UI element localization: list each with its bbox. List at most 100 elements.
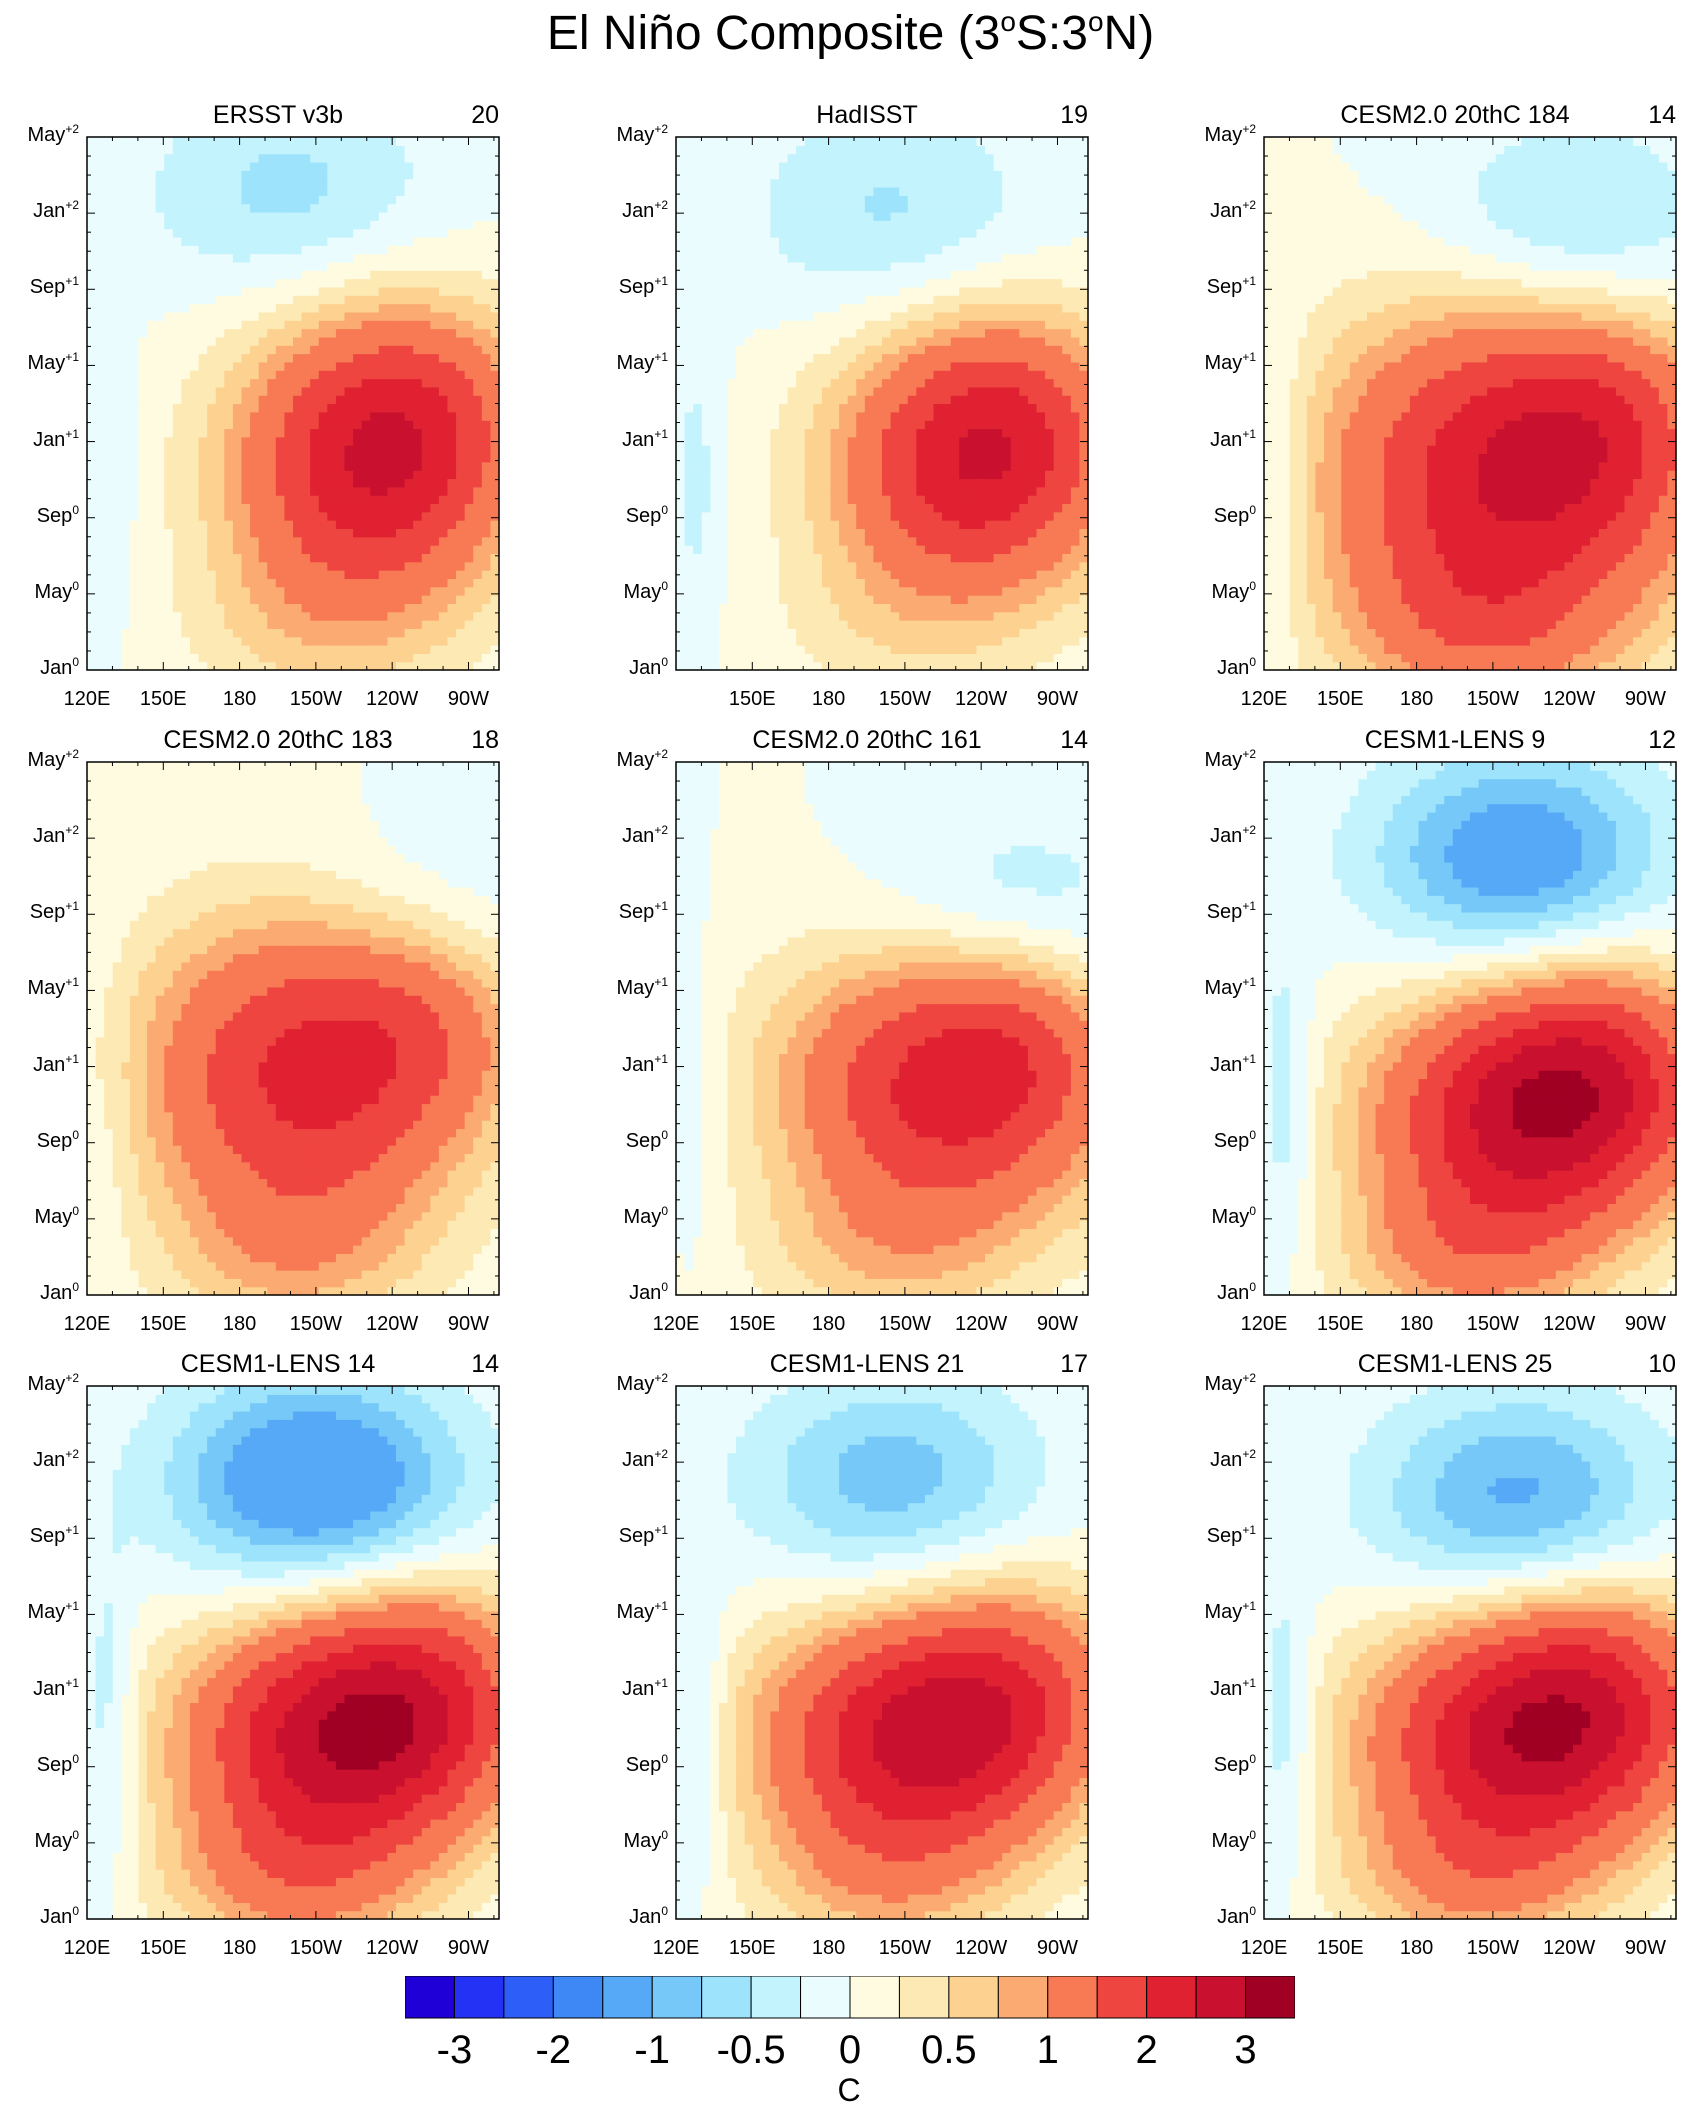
heatmap-cell <box>413 570 423 579</box>
heatmap-cell <box>464 145 474 155</box>
heatmap-cell <box>701 403 711 413</box>
heatmap-cell <box>753 520 763 530</box>
heatmap-cell <box>387 586 397 596</box>
heatmap-cell <box>121 495 131 505</box>
heatmap-cell <box>241 311 251 321</box>
heatmap-cell <box>138 236 148 246</box>
heatmap-cell <box>693 228 703 238</box>
heatmap-cell <box>710 153 720 163</box>
heatmap-cell <box>112 536 122 546</box>
heatmap-cell <box>147 536 157 546</box>
heatmap-cell <box>335 603 346 613</box>
heatmap-cell <box>693 528 703 538</box>
heatmap-cell <box>190 528 200 538</box>
heatmap-cell <box>464 620 474 629</box>
heatmap-cell <box>95 536 105 546</box>
heatmap-cell <box>701 461 711 471</box>
heatmap-cell <box>770 370 780 380</box>
heatmap-cell <box>301 436 311 446</box>
heatmap-cell <box>481 478 492 488</box>
heatmap-cell <box>787 428 797 438</box>
heatmap-cell <box>447 595 457 604</box>
heatmap-cell <box>181 328 191 338</box>
heatmap-cell <box>129 395 140 405</box>
heatmap-cell <box>232 628 243 638</box>
heatmap-cell <box>796 378 806 388</box>
heatmap-cell <box>473 386 483 396</box>
heatmap-cell <box>250 361 260 371</box>
heatmap-cell <box>701 578 711 588</box>
heatmap-cell <box>701 153 711 163</box>
heatmap-cell <box>353 228 363 238</box>
heatmap-cell <box>813 370 823 380</box>
heatmap-cell <box>907 336 917 346</box>
heatmap-cell <box>344 278 354 288</box>
heatmap-cell <box>275 620 286 629</box>
heatmap-cell <box>378 286 389 296</box>
heatmap-cell <box>190 628 200 638</box>
heatmap-cell <box>378 503 389 513</box>
heatmap-cell <box>413 636 423 646</box>
heatmap-cell <box>821 186 832 196</box>
heatmap-cell <box>181 195 191 205</box>
heatmap-cell <box>129 361 140 371</box>
heatmap-cell <box>727 311 737 321</box>
heatmap-cell <box>267 461 277 471</box>
heatmap-cell <box>718 137 729 146</box>
heatmap-cell <box>224 145 234 155</box>
heatmap-cell <box>447 520 457 530</box>
heatmap-cell <box>121 661 131 671</box>
heatmap-cell <box>172 137 183 146</box>
heatmap-cell <box>413 553 423 563</box>
heatmap-cell <box>404 495 414 505</box>
heatmap-cell <box>181 386 191 396</box>
heatmap-cell <box>198 228 208 238</box>
heatmap-cell <box>490 236 500 246</box>
heatmap-cell <box>147 620 157 629</box>
heatmap-cell <box>396 570 406 579</box>
heatmap-cell <box>804 178 814 188</box>
heatmap-cell <box>753 636 763 646</box>
heatmap-cell <box>181 586 191 596</box>
heatmap-cell <box>779 270 789 280</box>
heatmap-cell <box>421 495 431 505</box>
heatmap-cell <box>267 536 277 546</box>
heatmap-cell <box>138 153 148 163</box>
heatmap-cell <box>327 536 337 546</box>
heatmap-cell <box>95 628 105 638</box>
heatmap-cell <box>753 620 763 629</box>
heatmap-cell <box>344 461 354 471</box>
heatmap-cell <box>155 161 165 171</box>
heatmap-cell <box>370 536 380 546</box>
heatmap-cell <box>404 445 414 455</box>
heatmap-cell <box>787 503 797 513</box>
heatmap-cell <box>684 228 694 238</box>
heatmap-cell <box>310 628 320 638</box>
heatmap-cell <box>761 336 772 346</box>
heatmap-cell <box>456 611 466 621</box>
heatmap-cell <box>413 578 423 588</box>
heatmap-cell <box>404 137 414 146</box>
heatmap-cell <box>232 653 243 663</box>
heatmap-cell <box>241 378 251 388</box>
heatmap-cell <box>215 236 225 246</box>
heatmap-cell <box>753 470 763 480</box>
heatmap-cell <box>387 461 397 471</box>
heatmap-cell <box>890 411 900 421</box>
heatmap-cell <box>693 195 703 205</box>
heatmap-cell <box>284 453 294 463</box>
heatmap-cell <box>258 311 268 321</box>
heatmap-cell <box>104 561 114 571</box>
heatmap-cell <box>224 645 234 654</box>
heatmap-cell <box>813 137 823 146</box>
heatmap-cell <box>267 170 277 180</box>
heatmap-cell <box>464 561 474 571</box>
heatmap-cell <box>121 553 131 563</box>
heatmap-cell <box>481 278 492 288</box>
heatmap-cell <box>421 653 431 663</box>
heatmap-cell <box>490 620 500 629</box>
heatmap-cell <box>430 570 440 579</box>
heatmap-cell <box>147 145 157 155</box>
heatmap-cell <box>813 470 823 480</box>
heatmap-cell <box>104 628 114 638</box>
